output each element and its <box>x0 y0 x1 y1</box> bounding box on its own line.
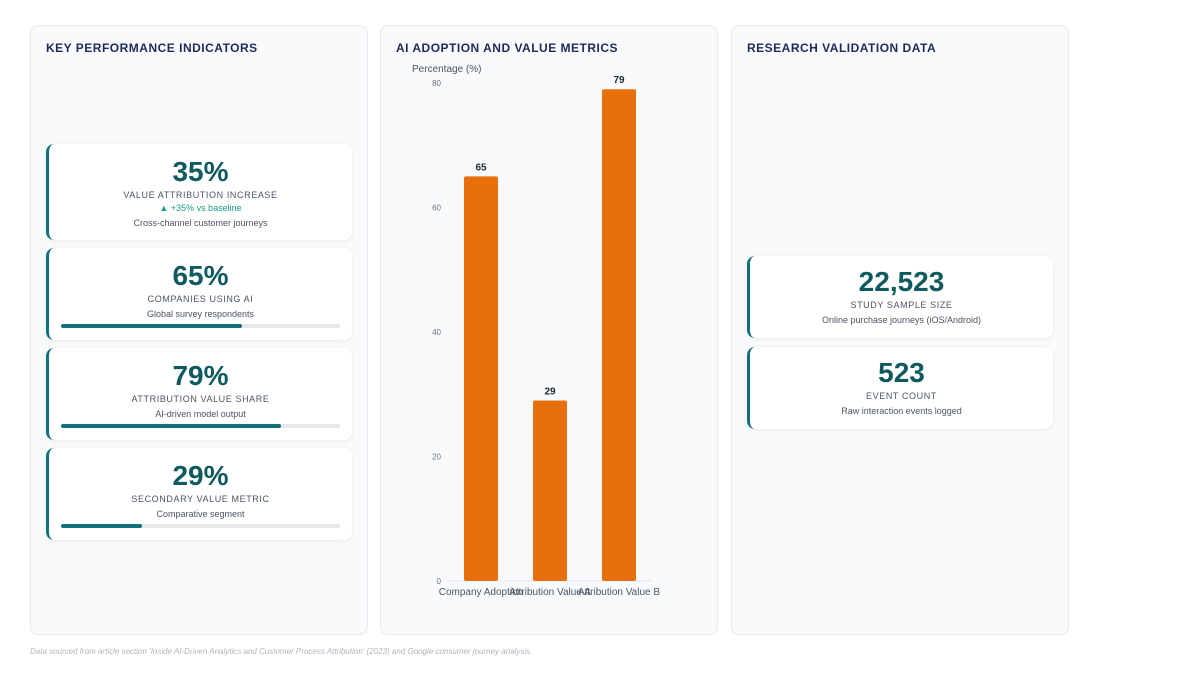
bar-value-label: 29 <box>544 386 556 397</box>
research-label: STUDY SAMPLE SIZE <box>850 300 953 310</box>
y-tick-label: 20 <box>432 453 441 462</box>
kpi-card-secondary-value-metric: 29% SECONDARY VALUE METRIC Comparative s… <box>46 448 352 540</box>
y-tick-label: 0 <box>437 577 442 586</box>
research-panel-title: RESEARCH VALIDATION DATA <box>747 41 937 55</box>
bar <box>464 176 498 581</box>
bar-value-label: 65 <box>475 162 487 173</box>
research-card-sample-size: 22,523 STUDY SAMPLE SIZE Online purchase… <box>747 256 1053 338</box>
kpi-sub: Cross-channel customer journeys <box>133 218 268 228</box>
x-tick-label: Company Adoption <box>439 587 524 598</box>
kpi-progress-fill <box>61 324 243 328</box>
bar-value-label: 79 <box>613 75 625 86</box>
research-sub: Online purchase journeys (iOS/Android) <box>821 315 982 325</box>
research-card-event-count: 523 EVENT COUNT Raw interaction events l… <box>747 347 1053 429</box>
bar <box>602 89 636 581</box>
kpi-sub: Global survey respondents <box>146 309 255 319</box>
kpi-sub: AI-driven model output <box>155 409 246 419</box>
kpi-label: ATTRIBUTION VALUE SHARE <box>131 394 270 404</box>
research-label: EVENT COUNT <box>866 391 937 401</box>
kpi-value: 79% <box>172 360 229 391</box>
kpi-progress-fill <box>61 524 142 528</box>
kpi-card-companies-using-ai: 65% COMPANIES USING AI Global survey res… <box>46 248 352 340</box>
kpi-value: 29% <box>172 460 229 491</box>
kpi-sub: Comparative segment <box>156 509 245 519</box>
kpi-card-attribution-value-share: 79% ATTRIBUTION VALUE SHARE AI-driven mo… <box>46 348 352 440</box>
x-tick-label: Attribution Value B <box>578 587 660 598</box>
y-tick-labels: 0 20 40 60 80 <box>432 79 441 586</box>
kpi-label: VALUE ATTRIBUTION INCREASE <box>123 190 278 200</box>
bars <box>464 89 636 581</box>
research-sub: Raw interaction events logged <box>841 406 962 416</box>
kpi-label: SECONDARY VALUE METRIC <box>131 494 270 504</box>
kpi-value: 35% <box>172 156 229 187</box>
research-value: 22,523 <box>858 266 945 297</box>
kpi-value: 65% <box>172 260 229 291</box>
kpi-delta: ▲ +35% vs baseline <box>159 203 242 213</box>
kpi-progress-track <box>61 524 340 528</box>
kpi-card-value-attribution: 35% VALUE ATTRIBUTION INCREASE ▲ +35% vs… <box>46 144 352 240</box>
bar-chart: Percentage (%) 0 20 40 60 80 65 29 79 Company … <box>412 64 661 598</box>
bar-value-labels: 65 29 79 <box>475 75 625 397</box>
chart-panel-title: AI ADOPTION AND VALUE METRICS <box>396 41 619 55</box>
kpi-progress-track <box>61 424 340 428</box>
research-value: 523 <box>878 357 925 388</box>
y-axis-label: Percentage (%) <box>412 64 481 75</box>
chart-panel: AI ADOPTION AND VALUE METRICS Percentage… <box>380 25 718 635</box>
kpi-panel-title: KEY PERFORMANCE INDICATORS <box>46 41 258 55</box>
y-tick-label: 80 <box>432 79 441 88</box>
kpi-progress-track <box>61 324 340 328</box>
bar <box>533 400 567 581</box>
y-tick-label: 60 <box>432 204 441 213</box>
x-tick-label: Attribution Value A <box>509 587 591 598</box>
kpi-progress-fill <box>61 424 282 428</box>
research-panel: RESEARCH VALIDATION DATA 22,523 STUDY SA… <box>731 25 1069 635</box>
y-tick-label: 40 <box>432 328 441 337</box>
kpi-panel: KEY PERFORMANCE INDICATORS 35% VALUE ATT… <box>30 25 368 635</box>
kpi-label: COMPANIES USING AI <box>147 294 254 304</box>
footer-source-note: Data sourced from article section 'Insid… <box>30 647 533 656</box>
